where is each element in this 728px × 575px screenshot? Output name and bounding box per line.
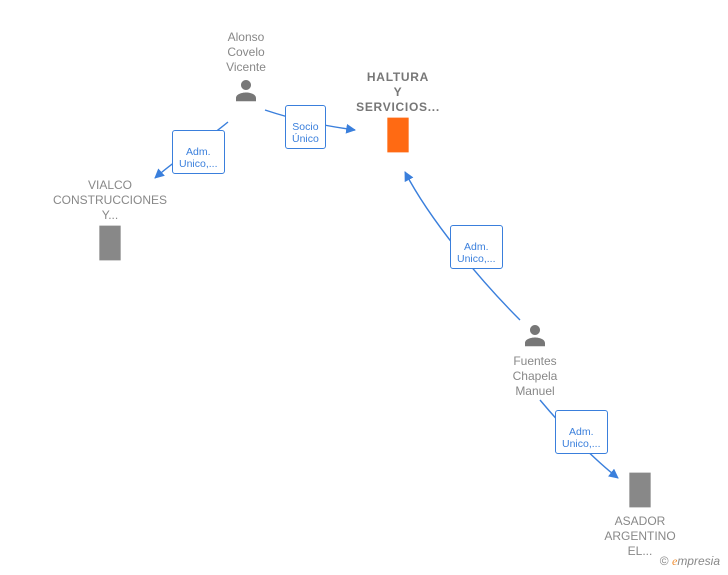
edge-label-socio-unico: Socio Único xyxy=(285,105,326,149)
building-icon xyxy=(624,499,656,513)
edge-label-text: Adm. Unico,... xyxy=(179,146,218,170)
edge-label-adm-unico-3: Adm. Unico,... xyxy=(555,410,608,454)
node-label: HALTURA Y SERVICIOS... xyxy=(338,70,458,115)
node-label: VIALCO CONSTRUCCIONES Y... xyxy=(40,178,180,223)
edge-label-adm-unico-1: Adm. Unico,... xyxy=(172,130,225,174)
edge-label-text: Socio Único xyxy=(292,121,319,145)
node-fuentes[interactable]: Fuentes Chapela Manuel xyxy=(495,320,575,399)
person-icon xyxy=(231,94,261,108)
brand-rest: mpresia xyxy=(677,554,720,568)
node-haltura[interactable]: HALTURA Y SERVICIOS... xyxy=(338,70,458,159)
edge-label-adm-unico-2: Adm. Unico,... xyxy=(450,225,503,269)
building-icon xyxy=(94,252,126,266)
node-label: ASADOR ARGENTINO EL... xyxy=(585,514,695,559)
node-alonso[interactable]: Alonso Covelo Vicente xyxy=(206,30,286,109)
node-label: Alonso Covelo Vicente xyxy=(206,30,286,75)
edge-label-text: Adm. Unico,... xyxy=(562,426,601,450)
building-icon xyxy=(382,144,414,158)
node-vialco[interactable]: VIALCO CONSTRUCCIONES Y... xyxy=(40,178,180,267)
copyright: © empresia xyxy=(660,554,720,569)
person-icon xyxy=(520,339,550,353)
node-asador[interactable]: ASADOR ARGENTINO EL... xyxy=(585,470,695,559)
node-label: Fuentes Chapela Manuel xyxy=(495,354,575,399)
edge-label-text: Adm. Unico,... xyxy=(457,241,496,265)
copyright-symbol: © xyxy=(660,554,669,568)
